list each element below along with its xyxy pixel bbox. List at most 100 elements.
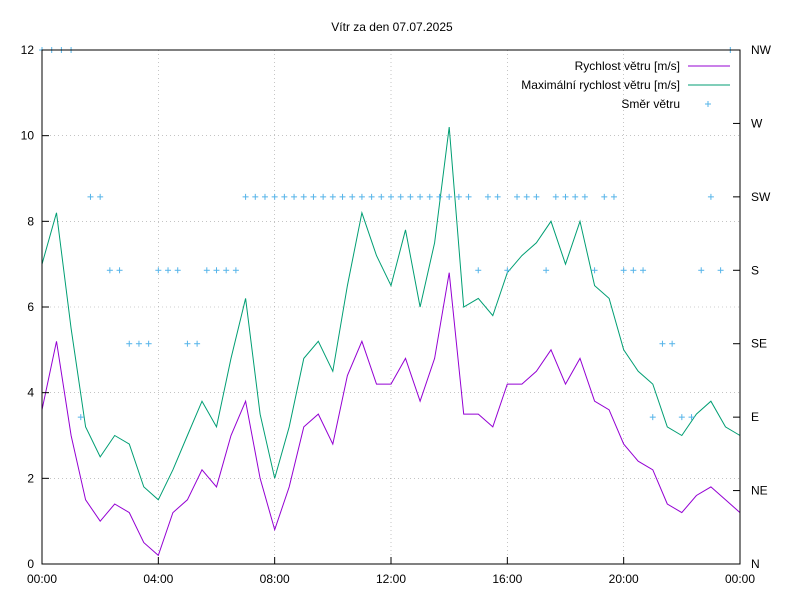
direction-point	[135, 340, 142, 347]
direction-point	[232, 267, 239, 274]
direction-point	[465, 193, 472, 200]
direction-point	[417, 193, 424, 200]
direction-point	[407, 193, 414, 200]
direction-point	[106, 267, 113, 274]
direction-point	[116, 267, 123, 274]
direction-point	[543, 267, 550, 274]
direction-point	[291, 193, 298, 200]
direction-point	[620, 267, 627, 274]
direction-point	[388, 193, 394, 200]
legend-label: Rychlost větru [m/s]	[575, 59, 680, 73]
direction-point	[271, 193, 278, 200]
direction-point	[300, 193, 307, 200]
direction-point	[572, 193, 579, 200]
y-tick-label: 6	[27, 300, 34, 314]
series-line-0	[41, 272, 741, 557]
x-tick-label: 00:00	[725, 572, 755, 586]
direction-point	[145, 340, 152, 347]
direction-point	[203, 267, 210, 274]
direction-point	[533, 193, 540, 200]
direction-point	[339, 193, 346, 200]
axis-ticks: 0 2 4 6 8 10 12 00:00 04:00 08:00 12:00 16:00 20:00 0…	[21, 43, 772, 586]
direction-point	[494, 193, 501, 200]
direction-point	[698, 267, 705, 274]
x-tick-label: 16:00	[492, 572, 522, 586]
chart-title: Vítr za den 07.07.2025	[331, 20, 453, 34]
y2-tick-label: NW	[751, 43, 772, 57]
direction-point	[669, 340, 676, 347]
direction-point	[688, 414, 695, 421]
direction-point	[484, 193, 491, 200]
y-tick-label: 12	[21, 43, 35, 57]
y-tick-label: 2	[27, 471, 34, 485]
series-line-1	[41, 127, 741, 501]
direction-point	[514, 193, 521, 200]
direction-point	[213, 267, 220, 274]
direction-point	[581, 193, 588, 200]
legend-label: Maximální rychlost větru [m/s]	[521, 78, 680, 92]
direction-point	[610, 193, 617, 200]
y-tick-label: 0	[27, 557, 34, 571]
direction-point	[436, 193, 443, 200]
direction-point	[552, 193, 559, 200]
direction-point	[358, 193, 365, 200]
direction-point	[523, 193, 530, 200]
direction-point	[223, 267, 230, 274]
x-tick-label: 12:00	[376, 572, 406, 586]
direction-point	[310, 193, 317, 200]
x-tick-label: 00:00	[27, 572, 57, 586]
direction-point	[329, 193, 336, 200]
direction-point	[184, 340, 191, 347]
direction-point	[659, 340, 666, 347]
y-tick-label: 8	[27, 214, 34, 228]
direction-point	[630, 267, 637, 274]
direction-point	[717, 267, 724, 274]
legend: Rychlost větru [m/s] Maximální rychlost v…	[521, 59, 730, 111]
legend-swatch	[705, 101, 711, 107]
direction-point	[165, 267, 172, 274]
x-tick-label: 04:00	[143, 572, 173, 586]
direction-point	[707, 193, 714, 200]
x-tick-label: 08:00	[260, 572, 290, 586]
y2-tick-label: NE	[751, 484, 768, 498]
direction-point	[174, 267, 181, 274]
direction-point	[77, 414, 84, 421]
direction-point	[378, 193, 385, 200]
direction-point	[446, 193, 453, 200]
direction-point	[242, 193, 249, 200]
y-tick-label: 4	[27, 386, 34, 400]
direction-point	[426, 193, 433, 200]
direction-point	[368, 193, 375, 200]
x-tick-label: 20:00	[609, 572, 639, 586]
direction-point	[678, 414, 685, 421]
y2-tick-label: W	[751, 116, 763, 130]
y-tick-label: 10	[21, 129, 35, 143]
direction-point	[455, 193, 462, 200]
direction-point	[504, 267, 511, 274]
y2-tick-label: SW	[751, 190, 771, 204]
direction-point	[601, 193, 608, 200]
grid	[42, 50, 740, 564]
direction-point	[320, 193, 327, 200]
direction-point	[562, 193, 569, 200]
direction-point	[155, 267, 162, 274]
direction-point	[194, 340, 201, 347]
direction-point	[640, 267, 647, 274]
direction-point	[252, 193, 259, 200]
direction-point	[649, 414, 656, 421]
direction-point	[97, 193, 104, 200]
direction-point	[349, 193, 356, 200]
legend-label: Směr větru	[621, 97, 680, 111]
direction-point	[591, 267, 598, 274]
direction-point	[397, 193, 404, 200]
direction-point	[475, 267, 482, 274]
series-layer	[39, 47, 741, 557]
direction-point	[87, 193, 94, 200]
direction-point	[281, 193, 288, 200]
y2-tick-label: SE	[751, 337, 767, 351]
direction-point	[126, 340, 133, 347]
y2-tick-label: E	[751, 410, 759, 424]
y2-tick-label: N	[751, 557, 760, 571]
direction-point	[261, 193, 268, 200]
